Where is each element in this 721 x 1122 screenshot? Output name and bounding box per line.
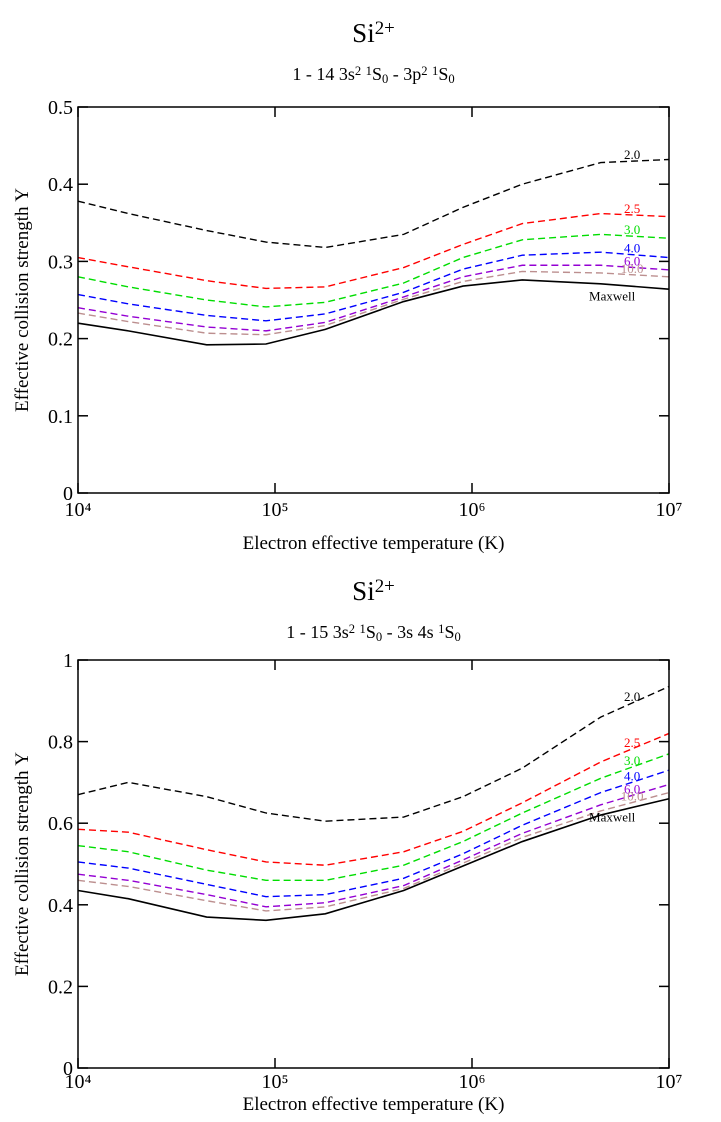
- series-line: [77, 251, 670, 322]
- series-label: 2.0: [624, 147, 640, 162]
- series-label: 3.0: [624, 222, 640, 237]
- chart-subtitle-part: 1 - 15 3s: [286, 622, 349, 642]
- chart-title-part: 2+: [375, 18, 395, 39]
- y-tick-label: 0.2: [48, 329, 73, 351]
- chart-subtitle-part: 1: [432, 64, 438, 78]
- series-line: [77, 783, 670, 908]
- chart-subtitle-part: - 3p: [388, 64, 421, 84]
- chart-subtitle-part: S: [372, 64, 382, 84]
- series-label: 6.0: [624, 253, 640, 268]
- series-line: [77, 732, 670, 866]
- series-label: 4.0: [624, 241, 640, 256]
- chart-subtitle-part: 2: [355, 64, 361, 78]
- series-label: 3.0: [624, 753, 640, 768]
- x-tick-label: 10⁴: [65, 499, 92, 521]
- y-tick-label: 0.1: [48, 406, 73, 428]
- chart-panel: 0 0.1 0.2 0.3 0.4 0.5 10⁴ 10⁵ 10⁶ 10⁷ 2.0 2.5 3.0 4.0…: [12, 18, 683, 554]
- chart-subtitle-part: 0: [376, 630, 382, 644]
- x-tick-label: 10⁷: [656, 499, 683, 521]
- y-tick-label: 0.6: [48, 813, 73, 835]
- chart-title-part: 2+: [375, 576, 395, 597]
- x-tick-label: 10⁶: [459, 499, 486, 521]
- series-line: [77, 212, 670, 290]
- chart-subtitle-part: 2: [421, 64, 427, 78]
- chart-subtitle-part: - 3s 4s: [382, 622, 438, 642]
- chart-subtitle-part: 1: [360, 622, 366, 636]
- chart-subtitle-part: 1: [438, 622, 444, 636]
- plot-frame: [77, 659, 670, 1069]
- series-line: [77, 233, 670, 308]
- series-line: [77, 685, 670, 822]
- series-label: 2.5: [624, 201, 640, 216]
- series-label: 2.0: [624, 689, 640, 704]
- x-tick-label: 10⁵: [262, 1071, 289, 1093]
- series-line: [77, 264, 670, 332]
- chart-subtitle-part: S: [366, 622, 376, 642]
- y-axis-title: Effective collision strength Υ: [12, 188, 33, 412]
- x-tick-label: 10⁵: [262, 499, 289, 521]
- series-line: [77, 791, 670, 912]
- chart-panel: 0 0.2 0.4 0.6 0.8 1 10⁴ 10⁵ 10⁶ 10⁷ 2.0 2.5 3.04.06.…: [12, 576, 683, 1115]
- series-line: [77, 270, 670, 336]
- x-axis-title: Electron effective temperature (K): [243, 1094, 505, 1115]
- chart-subtitle: 1 - 14 3s2 1S0 - 3p2 1S0: [292, 64, 454, 86]
- series-label: Maxwell: [589, 810, 636, 825]
- x-axis-title: Electron effective temperature (K): [243, 533, 505, 554]
- series-label: 2.5: [624, 735, 640, 750]
- y-tick-label: 0: [63, 483, 73, 505]
- x-tick-label: 10⁶: [459, 1071, 486, 1093]
- plot-frame: [77, 106, 670, 494]
- series-label: 10.0: [621, 261, 644, 276]
- series-line: [77, 769, 670, 898]
- y-tick-label: 0: [63, 1058, 73, 1080]
- chart-title: Si2+: [352, 18, 395, 48]
- y-tick-label: 0.5: [48, 97, 73, 119]
- series-line: [77, 279, 670, 346]
- chart-title-part: Si: [352, 576, 375, 606]
- y-tick-label: 1: [63, 650, 73, 672]
- chart-title: Si2+: [352, 576, 395, 606]
- chart-subtitle-part: 1: [366, 64, 372, 78]
- x-tick-label: 10⁷: [656, 1071, 683, 1093]
- chart-subtitle-part: 0: [448, 72, 454, 86]
- chart-subtitle-part: S: [444, 622, 454, 642]
- y-tick-label: 0.4: [48, 895, 73, 917]
- chart-subtitle-part: 2: [349, 622, 355, 636]
- chart-subtitle: 1 - 15 3s2 1S0 - 3s 4s 1S0: [286, 622, 461, 644]
- chart-title-part: Si: [352, 18, 375, 48]
- series-label: 4.0: [624, 768, 640, 783]
- y-tick-label: 0.8: [48, 732, 73, 754]
- series-label: 10.0: [621, 789, 644, 804]
- chart-subtitle-part: 0: [382, 72, 388, 86]
- chart-subtitle-part: 0: [454, 630, 460, 644]
- series-line: [77, 797, 670, 922]
- series-label: Maxwell: [589, 288, 636, 303]
- chart-subtitle-part: S: [438, 64, 448, 84]
- chart-subtitle-part: 1 - 14 3s: [292, 64, 355, 84]
- series-line: [77, 753, 670, 882]
- series-line: [77, 158, 670, 249]
- y-tick-label: 0.3: [48, 251, 73, 273]
- x-tick-label: 10⁴: [65, 1071, 92, 1093]
- y-axis-title: Effective collision strength Υ: [12, 752, 33, 976]
- y-tick-label: 0.4: [48, 174, 73, 196]
- y-tick-label: 0.2: [48, 976, 73, 998]
- series-label: 6.0: [624, 781, 640, 796]
